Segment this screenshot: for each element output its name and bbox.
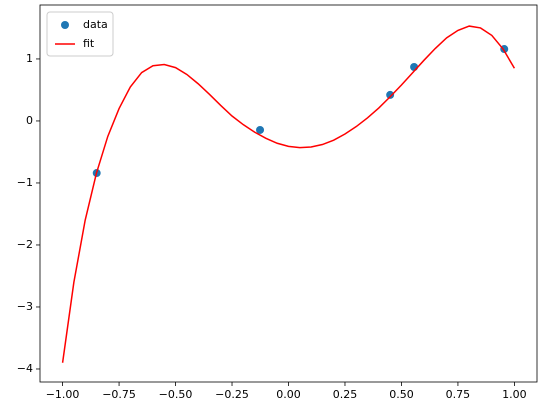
y-tick-label: −3 <box>17 300 33 313</box>
data-point <box>256 125 265 134</box>
legend-label: fit <box>83 37 95 50</box>
y-tick-label: 1 <box>26 52 33 65</box>
data-point <box>386 90 395 99</box>
plot-area <box>39 4 538 383</box>
y-tick-label: −1 <box>17 176 33 189</box>
legend-label: data <box>83 18 108 31</box>
x-tick-label: −0.50 <box>159 388 193 401</box>
x-tick-label: −0.25 <box>215 388 249 401</box>
x-tick-label: 0.25 <box>333 388 358 401</box>
x-tick-label: −0.75 <box>102 388 136 401</box>
y-tick-label: −2 <box>17 238 33 251</box>
x-tick-label: 0.00 <box>276 388 301 401</box>
x-tick-label: 0.75 <box>446 388 471 401</box>
x-tick-label: 0.50 <box>389 388 414 401</box>
x-tick-label: 1.00 <box>502 388 527 401</box>
y-tick-label: 0 <box>26 114 33 127</box>
x-tick-label: −1.00 <box>46 388 80 401</box>
legend-marker <box>61 21 69 29</box>
y-tick-label: −4 <box>17 362 33 375</box>
fit-line <box>61 25 516 363</box>
